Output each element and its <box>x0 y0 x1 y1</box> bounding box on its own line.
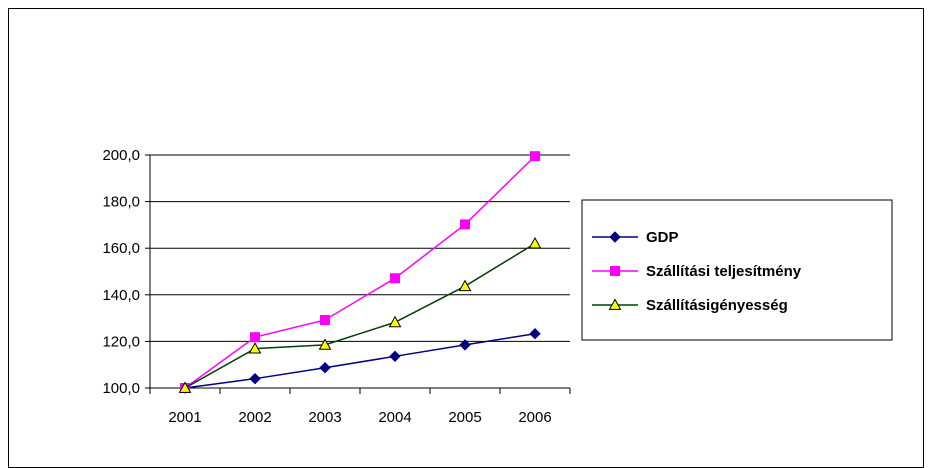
x-tick-label: 2004 <box>378 409 411 426</box>
data-point <box>319 362 331 374</box>
data-point <box>249 372 261 385</box>
y-tick-label: 200,0 <box>102 147 140 164</box>
data-point <box>459 339 471 351</box>
series-line <box>184 155 536 389</box>
series-line <box>184 242 536 389</box>
legend-marker <box>610 266 620 276</box>
legend-label: GDP <box>646 229 679 246</box>
data-point <box>389 350 401 363</box>
gridlines <box>150 154 570 342</box>
x-tick-label: 2003 <box>308 409 341 426</box>
y-tick-label: 180,0 <box>102 194 140 211</box>
legend-marker <box>608 298 622 310</box>
data-point <box>178 381 192 393</box>
legend-item: Szállítási teljesítmény <box>592 263 802 280</box>
y-tick-label: 120,0 <box>102 333 140 350</box>
legend-item: GDP <box>592 229 679 246</box>
data-point <box>388 315 402 328</box>
x-tick-label: 2002 <box>238 409 271 426</box>
x-tick-label: 2001 <box>168 409 201 426</box>
legend-box <box>581 199 893 341</box>
data-point <box>320 314 330 325</box>
data-point <box>530 151 540 162</box>
series <box>178 151 542 394</box>
series-2 <box>178 237 542 393</box>
series-1 <box>180 151 540 393</box>
legend-item: Szállításigényesség <box>592 297 788 314</box>
x-tick-label: 2006 <box>518 409 551 426</box>
legend: GDP Szállítási teljesítmény Szállításigény… <box>581 199 893 341</box>
data-point <box>528 237 542 249</box>
series-line <box>184 332 536 389</box>
y-tick-label: 160,0 <box>102 240 140 257</box>
data-point <box>250 332 260 343</box>
data-point <box>460 219 470 230</box>
data-point <box>529 328 541 340</box>
data-point <box>458 279 472 292</box>
y-tick-label: 100,0 <box>102 380 140 397</box>
x-tick-label: 2005 <box>448 409 481 426</box>
legend-label: Szállításigényesség <box>646 297 788 314</box>
y-tick-label: 140,0 <box>102 287 140 304</box>
data-point <box>390 273 400 284</box>
data-point <box>248 342 262 354</box>
line-chart: 100,0 120,0 140,0 160,0 180,0 200,0 2001 2002 20… <box>102 147 893 426</box>
axes: 100,0 120,0 140,0 160,0 180,0 200,0 2001 2002 20… <box>102 147 571 426</box>
legend-marker <box>609 231 621 243</box>
legend-label: Szállítási teljesítmény <box>646 263 802 280</box>
data-point <box>318 338 332 350</box>
